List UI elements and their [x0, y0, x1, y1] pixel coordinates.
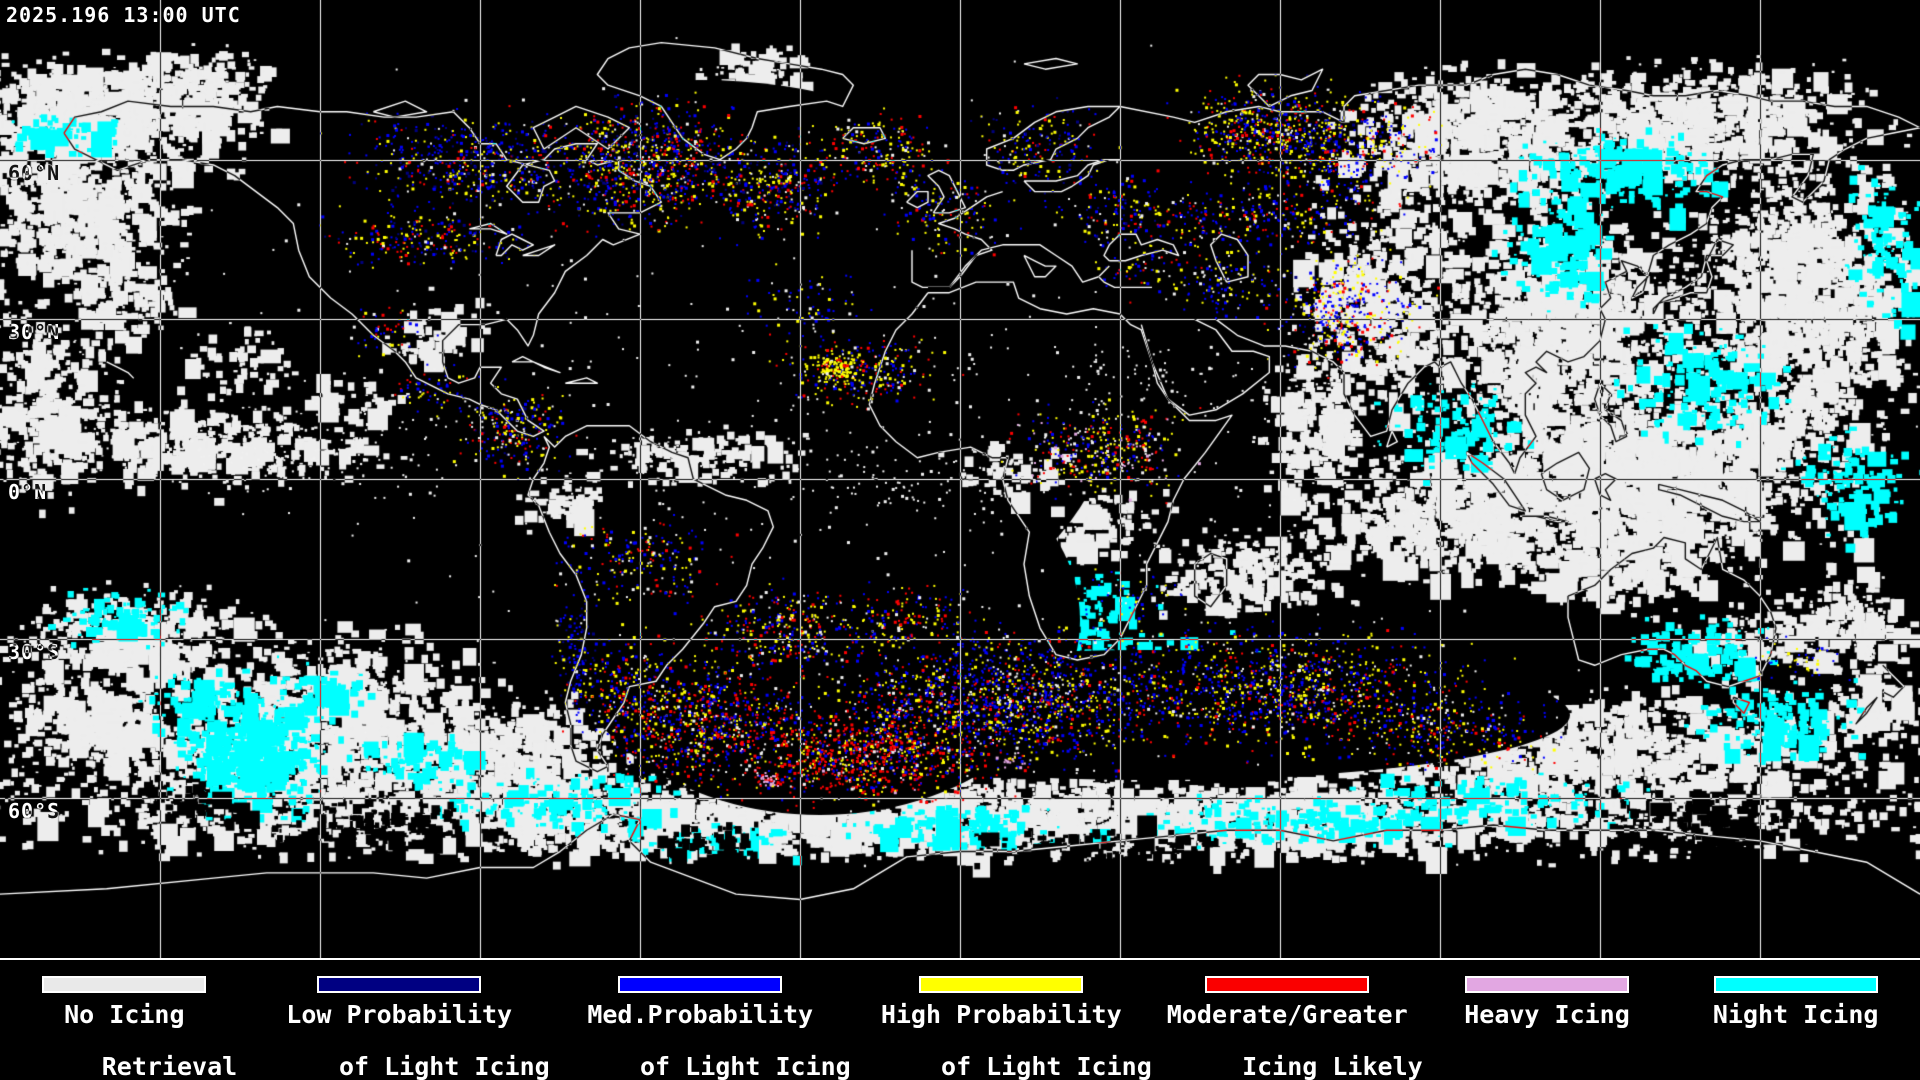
- icing-map-canvas: [0, 0, 1920, 958]
- legend-label: of Light Icing: [640, 1052, 851, 1080]
- legend-label: Med.Probability: [587, 1000, 814, 1029]
- med-prob-swatch: [618, 976, 783, 993]
- no-icing-swatch: [42, 976, 207, 993]
- legend-item-no-icing: No Icing Retrieval: [0, 960, 249, 1080]
- legend-item-night: Night Icing: [1671, 960, 1920, 1080]
- legend-label: of Light Icing: [338, 1052, 550, 1080]
- legend-label: No Icing: [64, 1000, 185, 1029]
- legend-item-low-prob: Low Probability of Light Icing: [249, 960, 550, 1080]
- legend-label: High Probability: [880, 1000, 1122, 1029]
- latitude-label-30s: 30°S: [8, 640, 61, 664]
- legend-label: Night Icing: [1712, 1000, 1879, 1029]
- legend-label: Retrieval: [101, 1052, 238, 1080]
- legend-label: Low Probability: [286, 1000, 513, 1029]
- legend-item-med-prob: Med.Probability of Light Icing: [550, 960, 851, 1080]
- latitude-label-60s: 60°S: [8, 799, 61, 823]
- legend-label: Icing Likely: [1242, 1052, 1423, 1080]
- timestamp-label: 2025.196 13:00 UTC: [6, 3, 241, 27]
- latitude-label-0n: 0°N: [8, 480, 48, 504]
- night-icing-swatch: [1713, 976, 1878, 993]
- icing-legend: No Icing Retrieval Low Probability of Li…: [0, 958, 1920, 1080]
- heavy-icing-swatch: [1465, 976, 1630, 993]
- legend-label: Heavy Icing: [1464, 1000, 1630, 1029]
- high-prob-swatch: [919, 976, 1084, 993]
- low-prob-swatch: [317, 976, 482, 993]
- moderate-icing-swatch: [1205, 976, 1370, 993]
- legend-label: of Light Icing: [941, 1052, 1152, 1080]
- legend-item-moderate: Moderate/Greater Icing Likely: [1152, 960, 1423, 1080]
- latitude-label-30n: 30°N: [8, 320, 61, 344]
- legend-item-heavy: Heavy Icing: [1423, 960, 1672, 1080]
- latitude-label-60n: 60°N: [8, 161, 61, 185]
- legend-label: Moderate/Greater: [1166, 1000, 1408, 1029]
- world-icing-map: 2025.196 13:00 UTC 60°N 30°N 0°N 30°S 60…: [0, 0, 1920, 958]
- legend-item-high-prob: High Probability of Light Icing: [851, 960, 1152, 1080]
